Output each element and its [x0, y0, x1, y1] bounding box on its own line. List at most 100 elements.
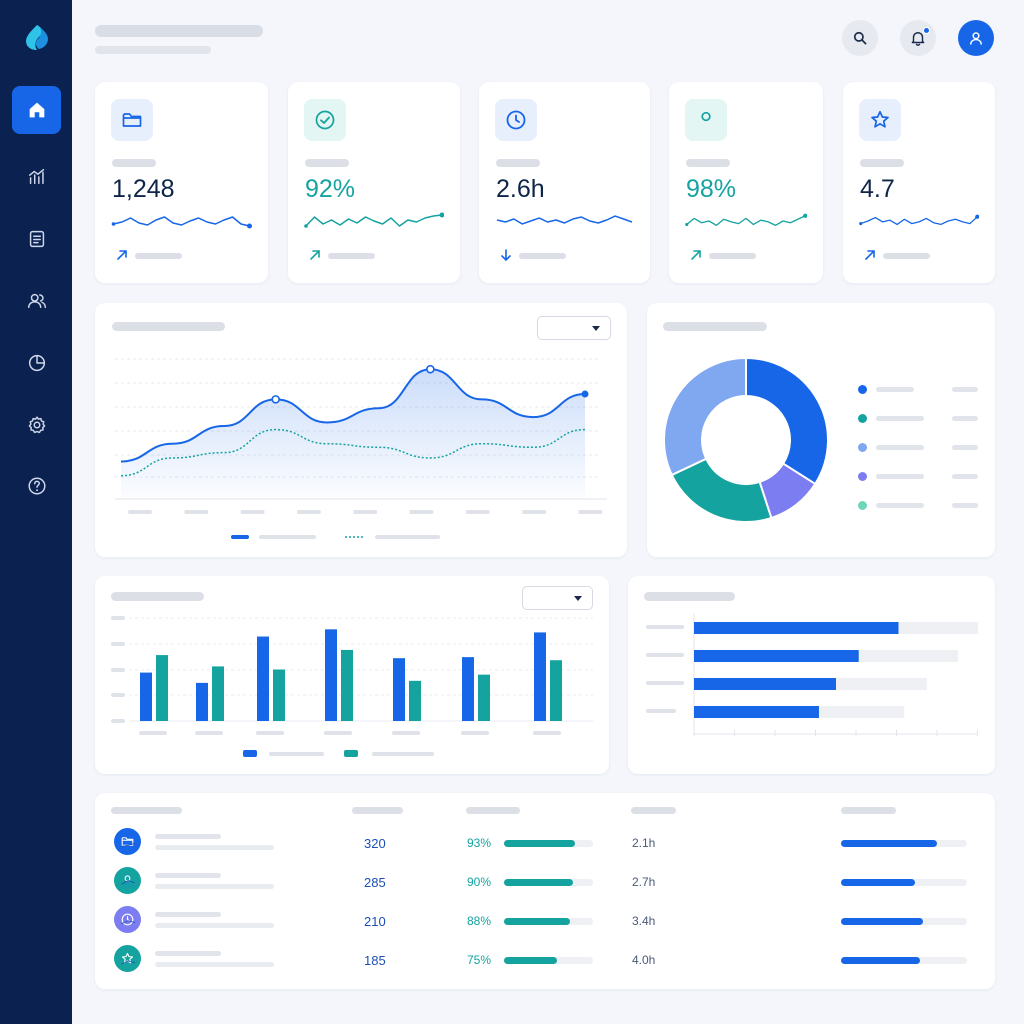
progress-fill	[841, 879, 916, 886]
sidebar-item-reports[interactable]	[12, 215, 61, 263]
row-duration: 4.0h	[632, 953, 656, 967]
kpi-card[interactable]: 98%	[669, 82, 823, 283]
row-duration: 2.1h	[632, 836, 656, 850]
kpi-sparkline	[111, 216, 252, 229]
y-tick-label	[111, 616, 125, 620]
progress-track	[841, 918, 967, 925]
progress-fill	[841, 918, 923, 925]
row-subtitle-placeholder	[155, 923, 274, 928]
row-title-placeholder	[155, 834, 221, 839]
sidebar-item-settings[interactable]	[12, 401, 61, 449]
table-row[interactable]: 185 75% 4.0h	[95, 945, 995, 977]
legend-label	[269, 752, 324, 756]
legend-dot	[858, 443, 867, 452]
row-title-placeholder	[155, 873, 221, 878]
legend-swatch	[243, 750, 257, 757]
sparkline-point	[111, 222, 116, 226]
kpi-card[interactable]: 1,248	[95, 82, 268, 283]
row-avatar	[114, 867, 141, 894]
notifications-button[interactable]	[900, 20, 936, 56]
progress-fill	[841, 840, 937, 847]
x-tick-label	[296, 510, 321, 514]
row-sparkline	[680, 867, 785, 893]
kpi-icon-tile	[685, 99, 727, 141]
category-label	[646, 709, 676, 713]
sparkline-path	[121, 843, 135, 847]
percent-bar-fill	[504, 957, 557, 964]
bar-secondary	[341, 649, 353, 721]
progress-track	[841, 879, 967, 886]
kpi-delta-placeholder	[709, 253, 756, 259]
clock-icon	[506, 110, 526, 130]
legend-label	[876, 503, 924, 508]
legend-label	[876, 416, 924, 421]
bar-chart	[111, 616, 593, 757]
sidebar	[0, 0, 72, 1024]
sidebar-item-users[interactable]	[12, 277, 61, 325]
percent-bar-track	[504, 918, 593, 925]
kpi-sparkline	[496, 215, 633, 225]
row-title-placeholder	[155, 951, 221, 956]
table-row[interactable]: 285 90% 2.7h	[95, 867, 995, 899]
kpi-card[interactable]: 92%	[288, 82, 460, 283]
kpi-label-placeholder	[496, 159, 540, 167]
table-row[interactable]: 320 93% 2.1h	[95, 828, 995, 860]
profile-button[interactable]	[958, 20, 994, 56]
kpi-label-placeholder	[112, 159, 156, 167]
trend-up-icon	[117, 250, 127, 260]
bar-secondary	[212, 666, 224, 721]
trend-up-icon	[865, 250, 875, 260]
kpi-delta-placeholder	[328, 253, 375, 259]
document-icon	[29, 230, 44, 248]
bar-chart-panel	[95, 576, 609, 774]
row-count: 210	[364, 914, 386, 929]
kpi-card[interactable]: 2.6h	[479, 82, 650, 283]
period-dropdown[interactable]	[537, 316, 611, 340]
legend-dot	[858, 501, 867, 510]
sparkline-point	[975, 214, 979, 219]
home-icon	[29, 102, 44, 118]
bar-primary	[534, 632, 546, 721]
period-dropdown[interactable]	[522, 586, 593, 610]
bar	[694, 622, 899, 634]
row-sparkline	[680, 945, 785, 971]
kpi-card[interactable]: 4.7	[843, 82, 995, 283]
percent-bar-track	[504, 957, 593, 964]
sidebar-item-analytics[interactable]	[12, 153, 61, 201]
legend-value	[952, 445, 978, 450]
legend-value	[952, 474, 978, 479]
sparkline-path	[113, 216, 250, 227]
kpi-icon-tile	[859, 99, 901, 141]
search-icon	[853, 31, 867, 45]
legend-value	[952, 503, 978, 508]
bar-primary	[325, 629, 337, 721]
check-circle-icon	[315, 110, 335, 130]
kpi-icon-tile	[495, 99, 537, 141]
sidebar-item-reports-pie[interactable]	[12, 339, 61, 387]
progress-track	[841, 957, 967, 964]
row-count: 285	[364, 875, 386, 890]
sparkline-path	[686, 215, 806, 227]
table-row[interactable]: 210 88% 3.4h	[95, 906, 995, 938]
x-tick-label	[465, 510, 490, 514]
trend-up-icon	[691, 250, 701, 260]
star-icon	[871, 110, 889, 128]
app-logo-icon[interactable]	[22, 22, 52, 52]
legend-dot	[858, 472, 867, 481]
row-duration: 3.4h	[632, 914, 656, 928]
y-tick-label	[111, 642, 125, 646]
line-chart-panel	[95, 303, 627, 557]
sparkline-point	[803, 213, 807, 218]
bar-primary	[257, 636, 269, 721]
x-tick-label	[139, 731, 167, 735]
x-tick-label	[195, 731, 223, 735]
search-button[interactable]	[842, 20, 878, 56]
y-tick-label	[111, 693, 125, 697]
page-title-placeholder	[95, 25, 263, 37]
sparkline-point	[247, 223, 252, 229]
sidebar-item-help[interactable]	[12, 462, 61, 510]
percent-bar-fill	[504, 918, 570, 925]
percent-bar-fill	[504, 840, 576, 847]
row-percent: 88%	[467, 914, 492, 928]
sidebar-item-home[interactable]	[12, 86, 61, 134]
